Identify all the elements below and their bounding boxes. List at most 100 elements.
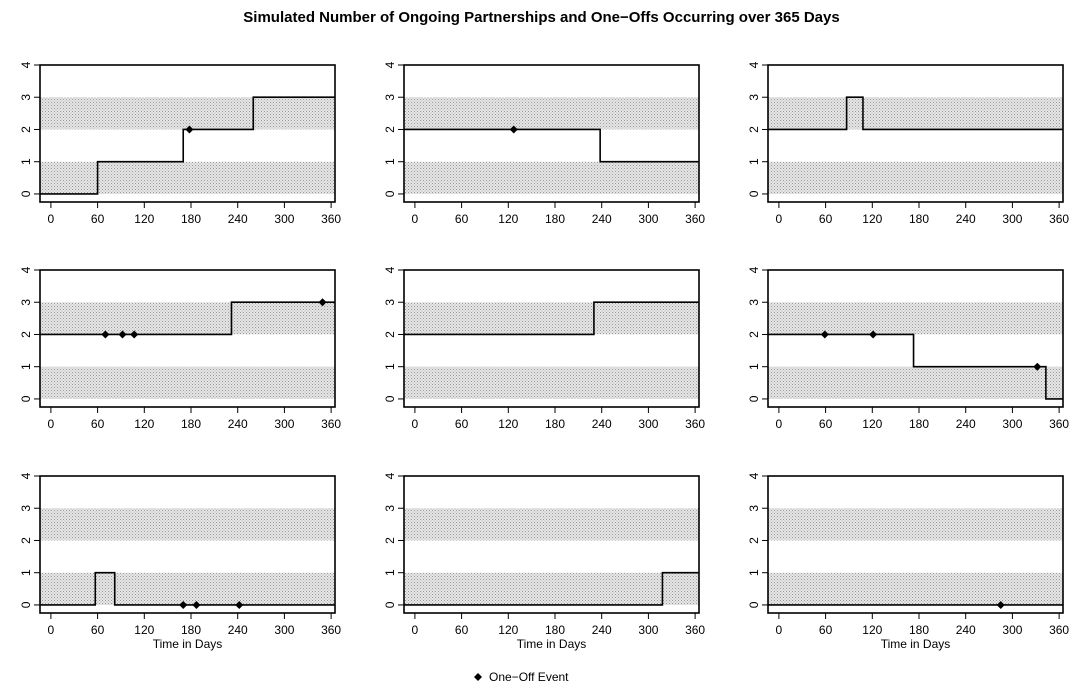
shaded-band [40,366,335,399]
chart-title: Simulated Number of Ongoing Partnerships… [243,9,839,26]
y-tick-label: 4 [383,472,397,479]
x-tick-label: 360 [685,623,705,637]
x-tick-label: 300 [274,623,294,637]
y-tick-label: 2 [747,126,761,133]
panel-8: 0 60 120 180 240 300 360 0 1 2 3 4 Time in Days [383,472,705,651]
x-tick-label: 300 [638,212,658,226]
x-tick-label: 60 [91,623,105,637]
x-tick-label: 60 [819,212,833,226]
legend: One−Off Event [474,670,569,684]
x-tick-label: 300 [274,212,294,226]
x-tick-label: 360 [1049,623,1069,637]
x-tick-label: 300 [638,623,658,637]
y-tick-label: 0 [747,190,761,197]
x-tick-label: 120 [862,417,882,431]
plot-frame [403,475,700,614]
x-tick-label: 120 [862,623,882,637]
y-tick-label: 4 [383,266,397,273]
x-tick-label: 0 [412,212,419,226]
plot-frame [39,64,336,203]
partnership-step-line [404,301,699,336]
y-tick-label: 3 [383,299,397,306]
y-tick-label: 0 [383,395,397,402]
x-tick-label: 60 [455,623,469,637]
x-tick-label: 0 [776,417,783,431]
x-tick-label: 360 [321,417,341,431]
y-tick-label: 1 [747,569,761,576]
y-tick-label: 3 [747,94,761,101]
x-tick-label: 180 [181,623,201,637]
y-tick-label: 3 [383,94,397,101]
y-tick-label: 3 [19,299,33,306]
panel-6: 0 60 120 180 240 300 360 0 1 2 3 4 [747,266,1069,431]
x-tick-label: 120 [134,212,154,226]
x-tick-label: 240 [228,212,248,226]
y-tick-label: 2 [19,126,33,133]
x-tick-label: 120 [498,623,518,637]
shaded-band [404,366,699,399]
x-axis-label: Time in Days [881,637,951,651]
x-tick-label: 240 [228,623,248,637]
partnership-step-line [768,333,1063,400]
shaded-band [768,572,1063,605]
one-off-marker [318,298,327,307]
x-tick-label: 360 [685,212,705,226]
x-tick-label: 0 [48,417,55,431]
y-tick-label: 4 [383,61,397,68]
plot-frame [39,475,336,614]
y-tick-label: 1 [19,158,33,165]
y-tick-label: 1 [383,158,397,165]
plot-frame [39,269,336,408]
partnership-step-line [768,96,1063,131]
y-tick-label: 0 [747,601,761,608]
x-tick-label: 180 [909,212,929,226]
one-off-marker [996,600,1005,609]
plot-frame [767,269,1064,408]
x-tick-label: 0 [776,212,783,226]
one-off-marker [820,330,829,339]
x-tick-label: 120 [134,623,154,637]
shaded-band [404,302,699,335]
x-tick-label: 60 [819,417,833,431]
legend-label: One−Off Event [489,670,569,684]
x-tick-label: 60 [819,623,833,637]
y-tick-label: 2 [383,126,397,133]
y-tick-label: 3 [747,299,761,306]
x-tick-label: 180 [181,417,201,431]
panel-4: 0 60 120 180 240 300 360 0 1 2 3 4 [19,266,341,431]
shaded-band [768,161,1063,194]
one-off-marker [185,125,194,134]
y-tick-label: 0 [383,190,397,197]
x-tick-label: 360 [1049,417,1069,431]
y-tick-label: 0 [19,601,33,608]
y-tick-label: 2 [383,331,397,338]
x-tick-label: 300 [1002,212,1022,226]
panel-2: 0 60 120 180 240 300 360 0 1 2 3 4 [383,61,705,226]
y-tick-label: 1 [747,158,761,165]
shaded-band [40,572,335,605]
one-off-marker [1033,362,1042,371]
y-tick-label: 3 [747,505,761,512]
x-tick-label: 180 [545,417,565,431]
x-tick-label: 0 [48,623,55,637]
shaded-band [40,302,335,335]
y-tick-label: 0 [19,190,33,197]
x-tick-label: 240 [956,417,976,431]
y-tick-label: 2 [747,331,761,338]
one-off-marker [869,330,878,339]
y-tick-label: 4 [19,472,33,479]
shaded-band [404,161,699,194]
x-tick-label: 120 [862,212,882,226]
x-tick-label: 300 [1002,623,1022,637]
one-off-marker [179,600,188,609]
panel-3: 0 60 120 180 240 300 360 0 1 2 3 4 [747,61,1069,226]
one-off-marker [509,125,518,134]
partnership-step-line [40,96,335,195]
shaded-band [404,508,699,541]
x-tick-label: 300 [1002,417,1022,431]
y-tick-label: 2 [19,331,33,338]
panel-7: 0 60 120 180 240 300 360 0 1 2 3 4 Time in Days [19,472,341,651]
x-tick-label: 60 [91,417,105,431]
y-tick-label: 1 [19,569,33,576]
